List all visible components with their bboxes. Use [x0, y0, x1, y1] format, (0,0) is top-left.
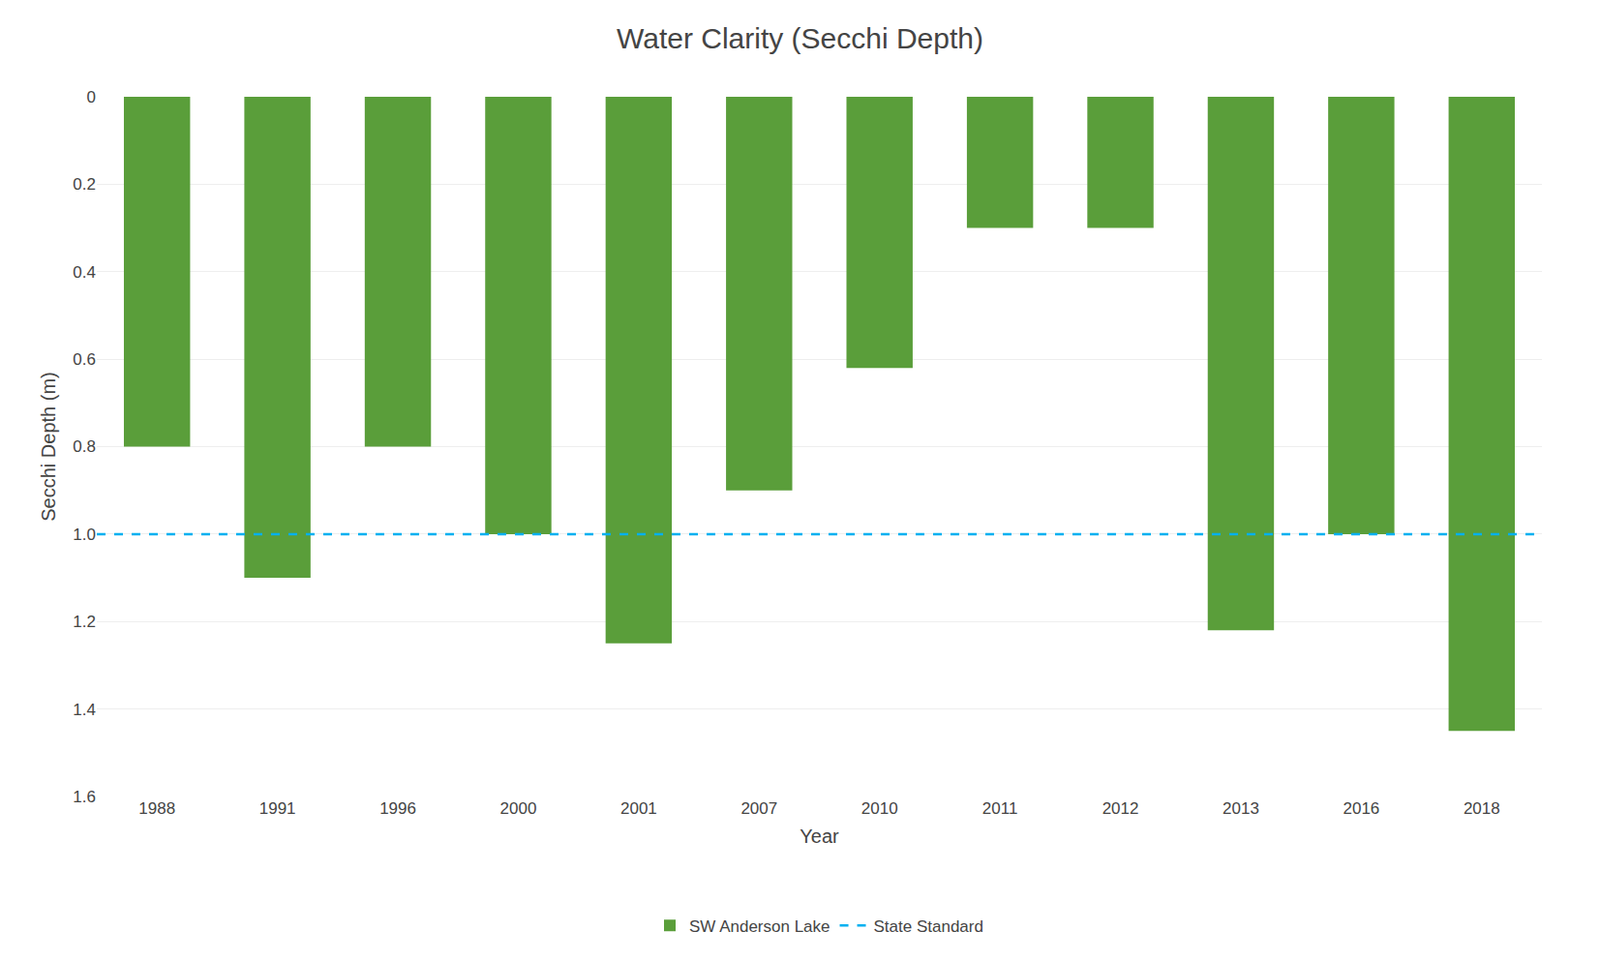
svg-text:Water Clarity (Secchi Depth): Water Clarity (Secchi Depth): [616, 22, 984, 55]
svg-text:SW Anderson Lake: SW Anderson Lake: [689, 917, 831, 936]
svg-text:0.2: 0.2: [72, 175, 96, 194]
svg-text:0.6: 0.6: [72, 350, 96, 369]
svg-text:State Standard: State Standard: [874, 917, 984, 936]
svg-text:1.6: 1.6: [72, 787, 96, 807]
svg-text:1.2: 1.2: [72, 612, 96, 632]
svg-text:1988: 1988: [138, 799, 176, 818]
svg-text:1.0: 1.0: [72, 525, 96, 544]
svg-text:2011: 2011: [982, 799, 1019, 818]
svg-text:2018: 2018: [1463, 799, 1501, 818]
svg-text:2010: 2010: [861, 799, 899, 818]
svg-text:1996: 1996: [379, 799, 417, 818]
svg-text:Secchi Depth (m): Secchi Depth (m): [37, 371, 60, 522]
svg-text:0.4: 0.4: [72, 263, 96, 282]
svg-text:1.4: 1.4: [72, 700, 96, 720]
svg-text:0: 0: [87, 88, 96, 107]
svg-text:0.8: 0.8: [72, 437, 96, 456]
svg-text:1991: 1991: [259, 799, 297, 818]
svg-text:2000: 2000: [500, 799, 538, 818]
svg-text:Year: Year: [799, 825, 840, 847]
svg-text:2012: 2012: [1102, 799, 1140, 818]
svg-text:2001: 2001: [620, 799, 658, 818]
svg-text:2013: 2013: [1222, 799, 1260, 818]
svg-text:2007: 2007: [740, 799, 778, 818]
svg-text:2016: 2016: [1342, 799, 1380, 818]
